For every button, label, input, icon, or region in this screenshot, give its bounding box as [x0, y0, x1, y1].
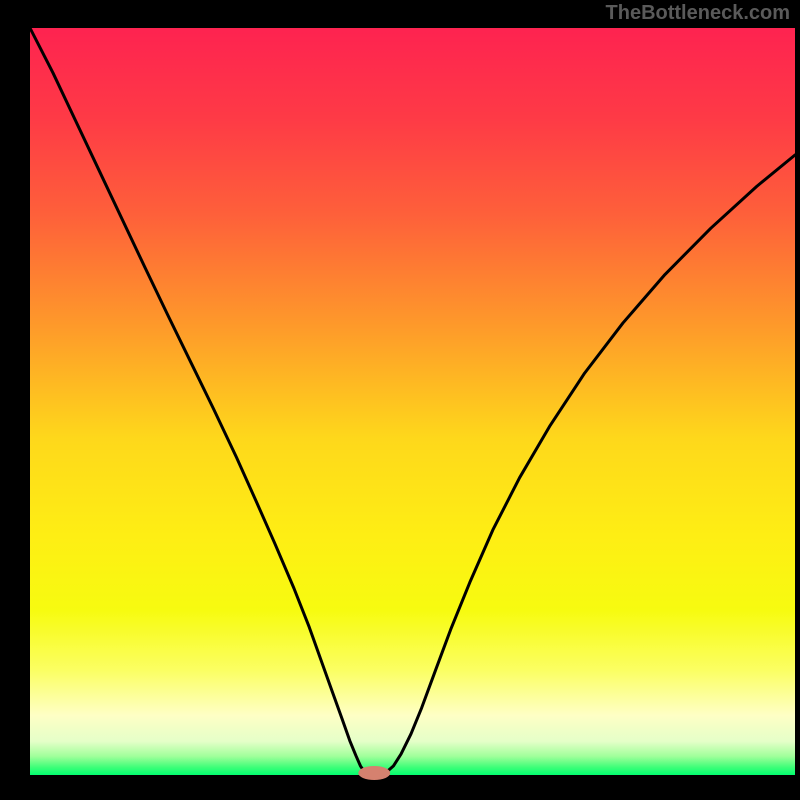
bottleneck-curve-plot	[0, 0, 800, 800]
chart-container: TheBottleneck.com	[0, 0, 800, 800]
watermark-text: TheBottleneck.com	[606, 2, 790, 25]
optimal-point-marker	[358, 766, 390, 780]
chart-background-gradient	[30, 28, 795, 775]
